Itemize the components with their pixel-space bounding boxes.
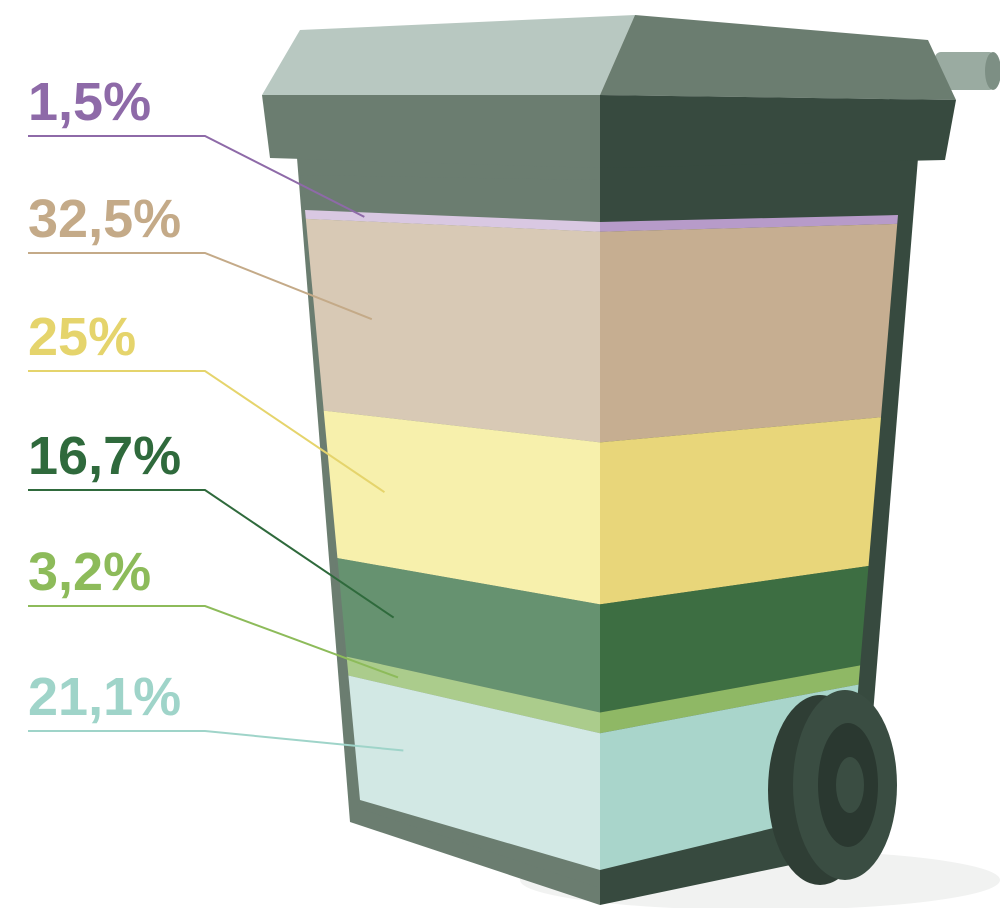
lid-front-left (262, 95, 600, 168)
wheel-hub (836, 757, 864, 813)
value-label: 3,2% (28, 542, 151, 602)
lid-front-right (600, 95, 956, 168)
layer-right (600, 224, 897, 442)
value-label: 16,7% (28, 426, 181, 486)
lid-top-left (262, 15, 635, 95)
value-label: 32,5% (28, 189, 181, 249)
value-label: 1,5% (28, 72, 151, 132)
value-label: 21,1% (28, 667, 181, 727)
chart: 1,5% 32,5% 25% 16,7% 3,2% 21,1% (0, 0, 1000, 908)
value-label: 25% (28, 307, 136, 367)
layer-left (306, 219, 600, 442)
lid-top-right (600, 15, 956, 100)
